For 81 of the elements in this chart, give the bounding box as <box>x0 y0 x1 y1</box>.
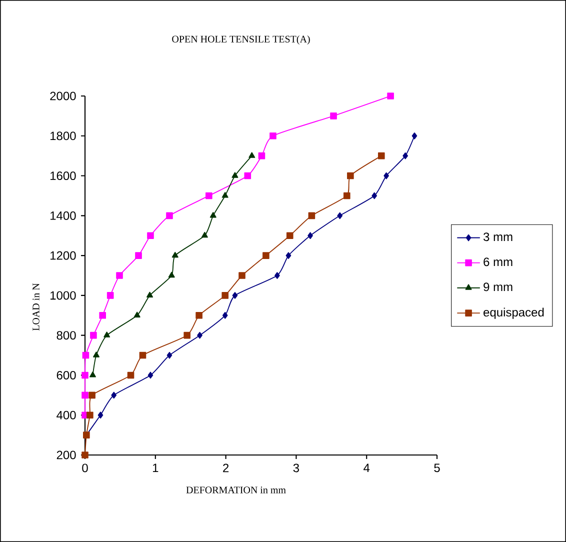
point <box>372 192 378 200</box>
point <box>172 252 178 258</box>
point <box>166 212 173 220</box>
y-tick-label: 800 <box>56 331 76 340</box>
point <box>139 352 146 359</box>
x-tick-label: 3 <box>293 464 300 472</box>
point <box>232 292 238 299</box>
point <box>387 92 394 100</box>
point <box>286 232 294 240</box>
point <box>134 312 140 318</box>
point <box>184 332 190 339</box>
chart-title: OPEN HOLE TENSILE TEST(A) <box>172 35 310 45</box>
y-tick-label: 1200 <box>50 251 76 260</box>
x-tick-label: 4 <box>364 464 370 472</box>
point <box>82 392 88 399</box>
point <box>402 152 408 160</box>
point <box>148 372 154 379</box>
point <box>111 392 117 399</box>
point <box>274 272 280 279</box>
point <box>86 412 94 419</box>
point <box>201 232 208 238</box>
x-tick-label: 1 <box>152 464 158 472</box>
point <box>197 332 202 339</box>
point <box>106 292 114 299</box>
x-axis-title: DEFORMATION in mm <box>186 486 286 494</box>
point <box>412 132 418 140</box>
point <box>99 312 106 319</box>
point <box>82 452 88 458</box>
point <box>330 112 337 120</box>
point <box>262 252 270 259</box>
point <box>168 272 175 278</box>
point <box>270 132 276 140</box>
point <box>378 152 385 160</box>
point <box>90 372 96 378</box>
point <box>384 172 389 180</box>
y-tick-label: 400 <box>56 410 76 420</box>
point <box>222 292 228 299</box>
point <box>347 172 354 180</box>
legend-label: 9 mm <box>484 282 512 292</box>
point <box>135 252 142 259</box>
point <box>337 212 343 220</box>
x-tick-label: 2 <box>223 464 229 472</box>
legend-label: equispaced <box>484 308 544 319</box>
point <box>116 272 123 279</box>
legend-label: 3 mm <box>484 232 512 242</box>
point <box>166 352 172 359</box>
point <box>258 152 266 160</box>
y-axis-title: LOAD in N <box>32 283 40 331</box>
x-tick-label: 5 <box>434 464 440 472</box>
point <box>308 212 316 220</box>
y-tick-label: 1600 <box>50 172 76 180</box>
y-tick-label: 600 <box>56 370 76 380</box>
point <box>244 172 252 180</box>
point <box>93 352 100 358</box>
point <box>104 332 110 338</box>
point <box>286 252 292 259</box>
y-tick-label: 2000 <box>50 92 76 100</box>
point <box>82 352 90 359</box>
point <box>196 312 202 319</box>
point <box>90 332 97 339</box>
y-tick-label: 1000 <box>50 291 76 300</box>
point <box>238 272 246 279</box>
point <box>222 192 228 198</box>
x-tick-label: 0 <box>82 464 88 472</box>
y-tick-label: 200 <box>56 450 76 460</box>
point <box>206 192 212 200</box>
point <box>222 312 228 319</box>
y-tick-label: 1800 <box>50 132 76 140</box>
point <box>88 392 96 399</box>
point <box>82 372 88 379</box>
point <box>127 372 134 379</box>
point <box>147 232 154 240</box>
y-tick-label: 1400 <box>50 211 76 220</box>
point <box>146 292 154 298</box>
point <box>343 192 350 200</box>
point <box>98 412 104 419</box>
point <box>210 212 216 218</box>
legend-label: 6 mm <box>484 258 512 266</box>
point <box>232 172 238 178</box>
point <box>248 152 256 158</box>
point <box>308 232 313 240</box>
